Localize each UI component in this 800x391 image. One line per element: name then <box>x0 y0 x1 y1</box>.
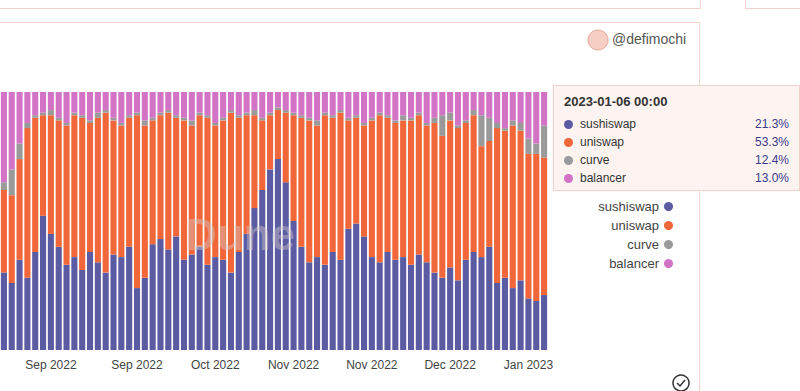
svg-text:Nov 2022: Nov 2022 <box>268 358 320 372</box>
html-text:21.3%: 21.3% <box>755 117 789 131</box>
svg-text:Dune: Dune <box>185 210 295 259</box>
svg-text:Sep 2022: Sep 2022 <box>25 358 77 372</box>
svg-text:Jan 2023: Jan 2023 <box>504 358 554 372</box>
html-text:2023-01-06 00:00: 2023-01-06 00:00 <box>564 94 668 109</box>
html-text:balancer: balancer <box>580 171 626 185</box>
svg-text:balancer: balancer <box>609 256 660 271</box>
html-text:53.3%: 53.3% <box>755 135 789 149</box>
html-text:curve: curve <box>580 153 610 167</box>
svg-text:Sep 2022: Sep 2022 <box>111 358 163 372</box>
svg-text:@defimochi: @defimochi <box>612 31 686 47</box>
html-text:13.0%: 13.0% <box>755 171 789 185</box>
svg-text:uniswap: uniswap <box>611 218 659 233</box>
svg-text:sushiswap: sushiswap <box>598 199 659 214</box>
svg-text:Dec 2022: Dec 2022 <box>424 358 476 372</box>
svg-text:curve: curve <box>627 237 659 252</box>
html-text:sushiswap: sushiswap <box>580 117 636 131</box>
svg-text:Oct 2022: Oct 2022 <box>191 358 240 372</box>
html-text:uniswap: uniswap <box>580 135 624 149</box>
svg-text:Nov 2022: Nov 2022 <box>346 358 398 372</box>
html-text:12.4%: 12.4% <box>755 153 789 167</box>
